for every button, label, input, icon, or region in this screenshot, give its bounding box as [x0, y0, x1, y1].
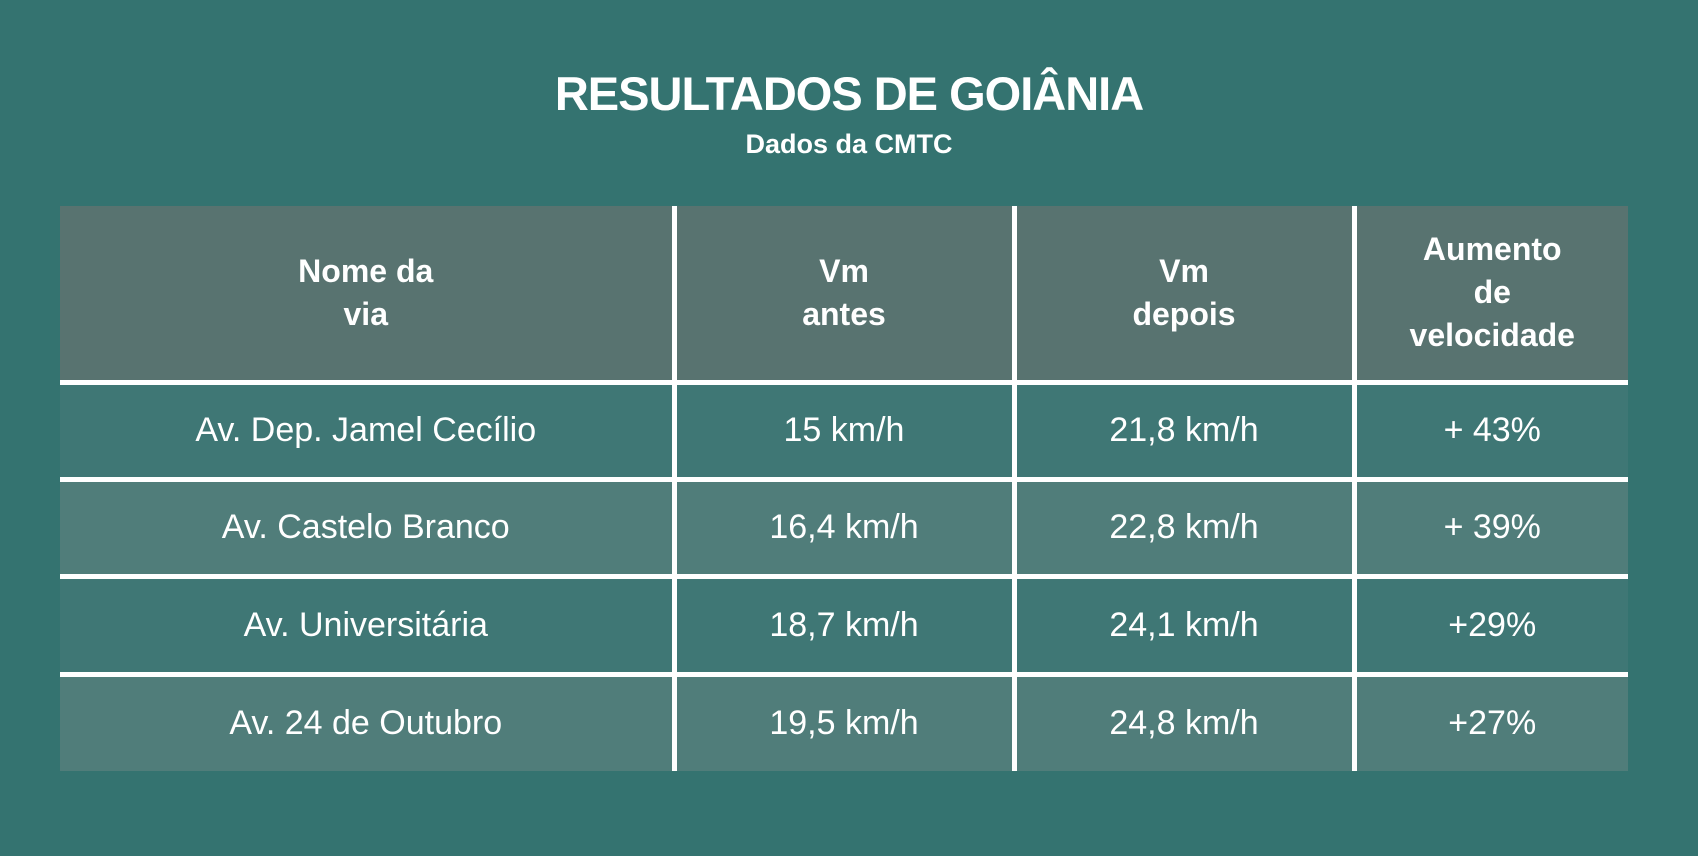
table-cell: Av. Castelo Branco	[60, 481, 672, 574]
table-cell: + 43%	[1356, 384, 1628, 477]
subtitle: Dados da CMTC	[745, 129, 953, 159]
table-cell: Av. Dep. Jamel Cecílio	[60, 384, 672, 477]
table: Nome da via Vm antes Vm depois Aumento de veloci…	[60, 206, 1628, 771]
header-cell: Vm antes	[676, 206, 1012, 380]
table-cell: 22,8 km/h	[1016, 481, 1352, 574]
title: RESULTADOS DE GOIÂNIA	[554, 67, 1144, 120]
header-line: Nome da	[298, 252, 434, 289]
header-line: de	[1473, 274, 1511, 311]
table-cell: 16,4 km/h	[676, 481, 1012, 574]
header-cell: Aumento de velocidade	[1356, 206, 1628, 380]
table-cell: 21,8 km/h	[1016, 384, 1352, 477]
header-cell: Vm depois	[1016, 206, 1352, 380]
header-line: depois	[1132, 295, 1236, 332]
table-cell: 18,7 km/h	[676, 578, 1012, 672]
header-cell: Nome da via	[60, 206, 672, 380]
table-cell: +29%	[1356, 578, 1628, 672]
table-cell: 19,5 km/h	[676, 676, 1012, 771]
table-cell: Av. Universitária	[60, 578, 672, 672]
header-line: via	[343, 295, 388, 332]
header-line: Vm	[819, 252, 869, 289]
table-cell: +27%	[1356, 676, 1628, 771]
table-cell: 24,1 km/h	[1016, 578, 1352, 672]
table-cell: 15 km/h	[676, 384, 1012, 477]
header-line: antes	[802, 295, 886, 332]
table-cell: 24,8 km/h	[1016, 676, 1352, 771]
header-line: Vm	[1159, 252, 1209, 289]
header-line: Aumento	[1422, 231, 1562, 268]
header-line: velocidade	[1409, 317, 1575, 354]
table-cell: + 39%	[1356, 481, 1628, 574]
table-cell: Av. 24 de Outubro	[60, 676, 672, 771]
